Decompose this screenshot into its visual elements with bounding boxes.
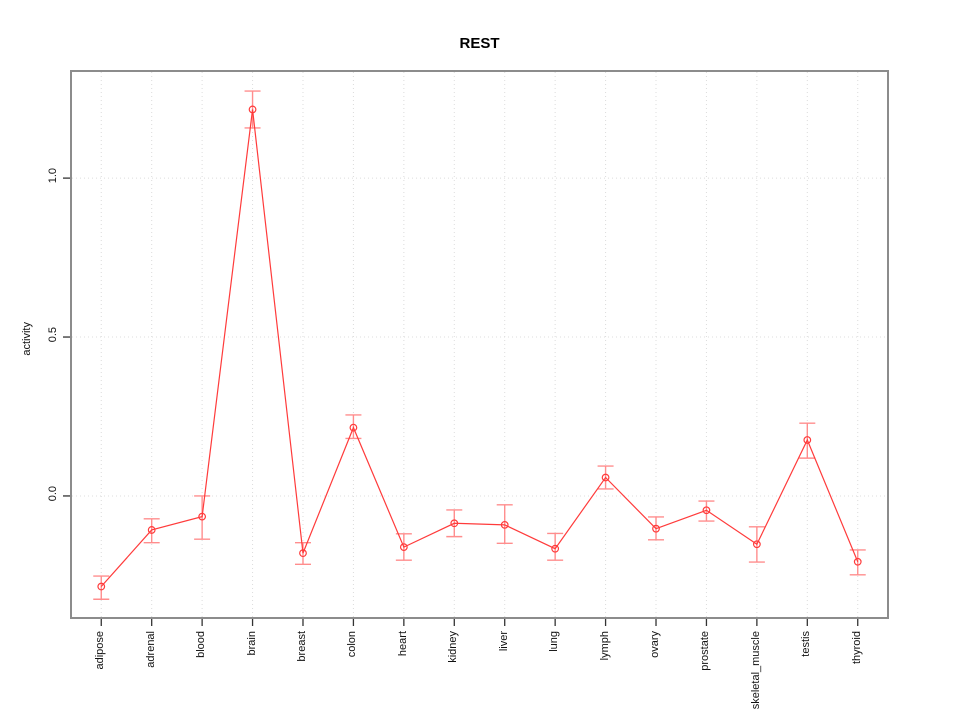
data-point-skeletal_muscle: [752, 540, 761, 549]
x-tick-label-heart: heart: [396, 631, 409, 657]
y-tick-label: 1.0: [47, 168, 59, 184]
x-tick-label-ovary: ovary: [649, 631, 661, 658]
data-point-colon: [349, 423, 358, 432]
data-point-lung: [551, 544, 560, 553]
x-tick-label-brain: brain: [245, 631, 258, 656]
gridlines: [72, 72, 887, 617]
data-point-lymph: [601, 473, 610, 482]
x-tick-label-adrenal: adrenal: [144, 631, 157, 668]
x-tick-label-adipose: adipose: [94, 631, 107, 670]
x-tick-label-skeletal_muscle: skeletal_muscle: [749, 631, 762, 710]
axis-ticks: [63, 177, 859, 626]
x-tick-label-colon: colon: [346, 631, 359, 658]
x-tick-label-testis: testis: [800, 631, 813, 657]
series-line: [100, 109, 859, 587]
x-tick-label-kidney: kidney: [447, 631, 460, 663]
y-tick-label: 0.0: [47, 485, 59, 502]
data-point-ovary: [652, 524, 660, 533]
data-point-breast: [299, 549, 307, 558]
data-point-heart: [399, 543, 408, 552]
error-bars: [93, 90, 866, 600]
data-point-prostate: [702, 506, 711, 515]
x-tick-label-lymph: lymph: [598, 631, 611, 661]
data-point-adipose: [97, 582, 106, 591]
x-tick-label-prostate: prostate: [699, 631, 712, 671]
x-tick-label-lung: lung: [548, 631, 561, 652]
data-points: [97, 105, 862, 591]
y-tick-label: 0.5: [47, 327, 59, 343]
data-point-thyroid: [853, 557, 862, 566]
chart-title: REST: [459, 35, 500, 52]
x-tick-label-liver: liver: [497, 631, 510, 652]
data-point-kidney: [450, 519, 459, 528]
data-point-blood: [198, 512, 207, 521]
data-point-liver: [500, 520, 509, 529]
x-tick-label-breast: breast: [295, 631, 308, 662]
x-tick-label-blood: blood: [195, 631, 208, 658]
data-point-testis: [803, 436, 812, 444]
data-point-adrenal: [147, 526, 156, 534]
x-tick-label-thyroid: thyroid: [850, 631, 863, 665]
data-point-brain: [248, 105, 257, 114]
plot-border: [70, 70, 889, 619]
